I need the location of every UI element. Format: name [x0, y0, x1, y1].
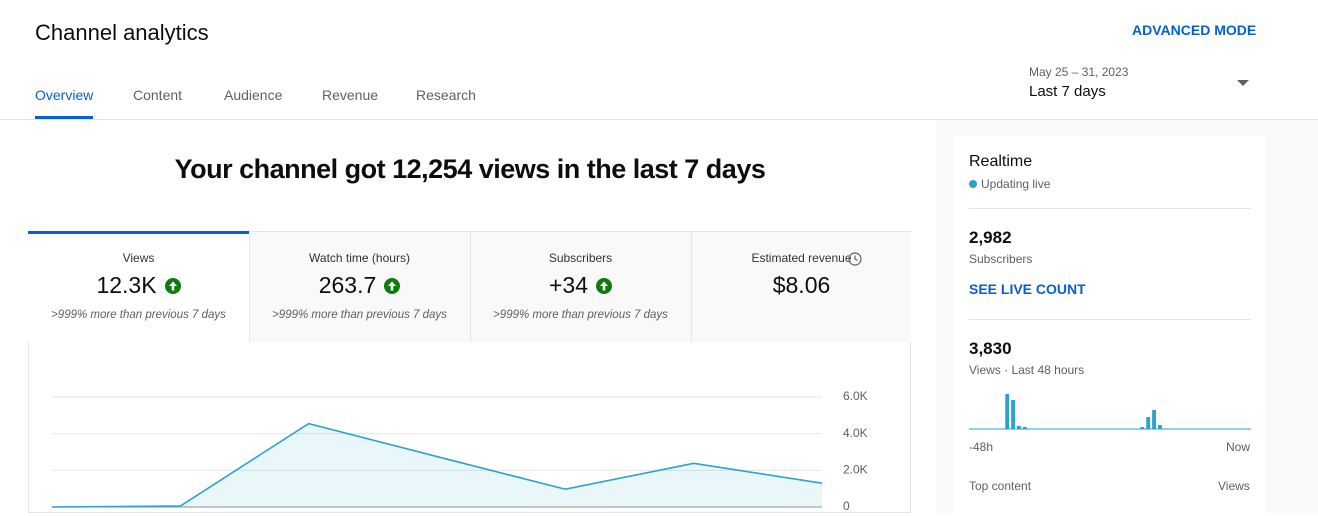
metric-value-row: $8.06 [691, 272, 912, 299]
divider [969, 208, 1251, 209]
y-tick-label: 0 [843, 499, 850, 513]
tab[interactable]: Revenue [322, 87, 379, 103]
y-tick-label: 2.0K [843, 463, 868, 477]
bar [1005, 394, 1010, 429]
bar [1140, 427, 1145, 429]
bar [1158, 425, 1162, 429]
info-clock-icon [848, 252, 862, 266]
x-end-label: Now [1226, 440, 1251, 454]
bar [1146, 417, 1151, 429]
metric-change: >999% more than previous 7 days [272, 309, 447, 321]
divider [969, 319, 1251, 320]
metric-card[interactable] [28, 231, 249, 342]
metric-change: >999% more than previous 7 days [493, 309, 668, 321]
metric-value-row: +34 [470, 272, 691, 299]
up-arrow-icon [164, 277, 181, 294]
metric-card[interactable] [249, 231, 470, 342]
bar [1022, 427, 1027, 429]
subscriber-count: 2,982 [969, 228, 1012, 247]
live-dot [969, 180, 977, 188]
advanced-mode-button[interactable]: ADVANCED MODE [1132, 22, 1257, 38]
realtime-status: Updating live [981, 177, 1051, 191]
metric-label: Subscribers [548, 251, 613, 265]
realtime-chart [969, 394, 1251, 430]
subscriber-label: Subscribers [969, 252, 1033, 266]
metric-value-row: 263.7 [249, 272, 470, 299]
see-live-count[interactable]: SEE LIVE COUNT [969, 281, 1086, 297]
y-tick-label: 4.0K [843, 426, 868, 440]
realtime-card [953, 136, 1266, 516]
headline: Your channel got 12,254 views in the las… [174, 154, 766, 184]
bar [1011, 400, 1015, 429]
metric-change: >999% more than previous 7 days [51, 309, 226, 321]
realtime-title: Realtime [969, 153, 1033, 170]
tab[interactable]: Research [416, 87, 476, 103]
metric-label: Watch time (hours) [309, 251, 410, 265]
header-divider [0, 119, 1318, 120]
metric-value: +34 [548, 272, 588, 298]
metric-value-row: 12.3K [28, 272, 249, 299]
up-arrow-icon [596, 277, 612, 294]
top-content-label: Top content [969, 479, 1032, 493]
bar [1152, 410, 1156, 429]
date-range-label[interactable]: Last 7 days [1029, 83, 1106, 100]
tab[interactable]: Audience [224, 87, 283, 103]
up-arrow-icon [384, 277, 401, 294]
date-range[interactable]: May 25 – 31, 2023 [1029, 65, 1129, 79]
views-column-label: Views [1218, 479, 1250, 493]
tab[interactable]: Content [133, 87, 183, 103]
tab[interactable]: Overview [35, 87, 94, 103]
dropdown-arrow[interactable] [1237, 80, 1249, 87]
views-count: 3,830 [969, 339, 1012, 358]
metric-value: 12.3K [96, 272, 157, 298]
metric-card[interactable] [470, 231, 691, 342]
area-line [51, 422, 823, 508]
metric-value: 263.7 [318, 272, 377, 298]
bar [1017, 426, 1021, 429]
tab-indicator [35, 116, 93, 119]
metric-label: Estimated revenue [751, 251, 852, 265]
metric-card[interactable] [691, 231, 911, 342]
y-tick-label: 6.0K [843, 389, 868, 403]
views-label: Views · Last 48 hours [969, 363, 1085, 377]
page-title: Channel analytics [35, 20, 209, 45]
metric-label: Views [122, 251, 155, 265]
metric-value: $8.06 [772, 272, 831, 298]
views-chart: 0 2.0K 4.0K 6.0K [51, 389, 868, 513]
area-fill [52, 423, 822, 507]
x-start-label: -48h [969, 440, 994, 454]
